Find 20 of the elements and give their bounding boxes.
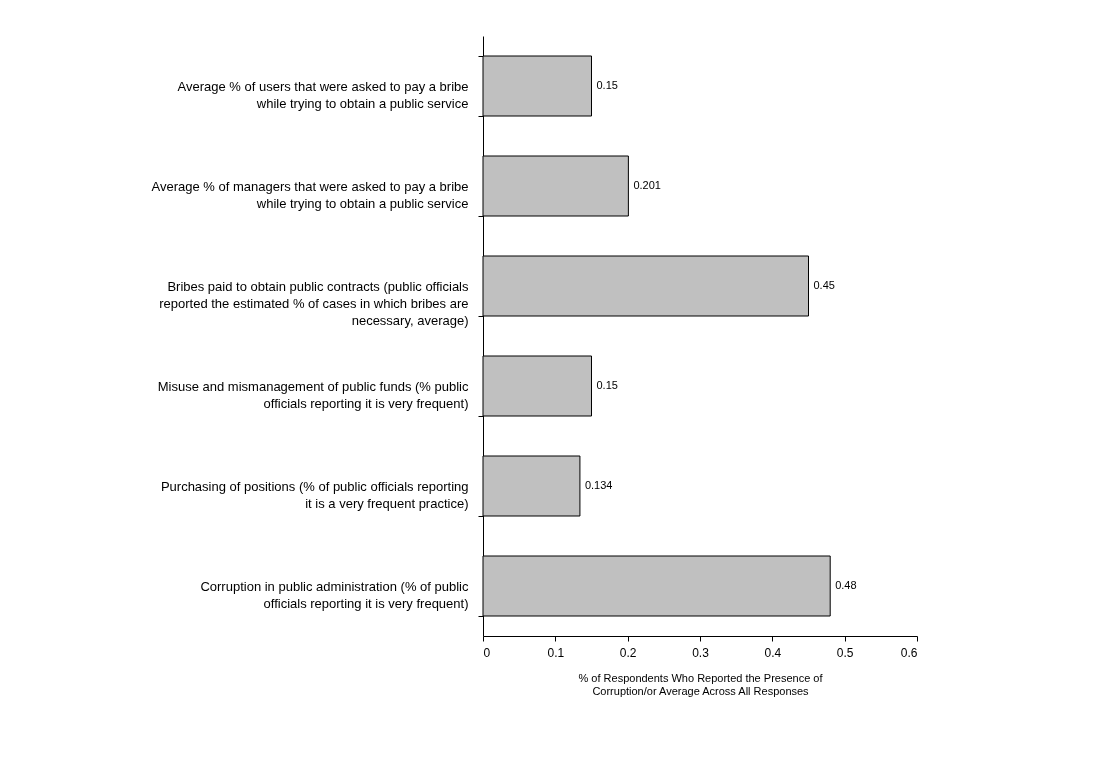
x-tick-label: 0 xyxy=(483,645,491,660)
x-tick-label: 0.1 xyxy=(547,645,565,660)
y-tick-label: Corruption in public administration (% of public officials reporting it is very frequent) xyxy=(200,578,469,611)
y-tick-label: Average % of managers that were asked to pay a bribe while trying to obtain a public service xyxy=(151,178,469,211)
data-label: 0.45 xyxy=(813,279,835,291)
y-tick-label: Purchasing of positions (% of public officials reporting it is a very frequent practice) xyxy=(160,478,469,511)
x-tick-label: 0.3 xyxy=(692,645,710,660)
y-tick-label: Bribes paid to obtain public contracts (public officials reported the estimated % of cases in which bribes are necessary, average) xyxy=(159,278,469,328)
x-tick-label: 0.6 xyxy=(900,645,918,660)
data-label: 0.15 xyxy=(596,79,618,91)
x-tick-label: 0.2 xyxy=(619,645,637,660)
y-tick-label: Misuse and mismanagement of public funds (% public officials reporting it is very frequent) xyxy=(157,378,469,411)
x-axis-title: % of Respondents Who Reported the Presence of Corruption/or Average Across All Responses xyxy=(578,671,824,697)
data-label: 0.134 xyxy=(584,479,613,491)
y-tick-label: Average % of users that were asked to pay a bribe while trying to obtain a public service xyxy=(177,78,469,111)
x-tick-label: 0.4 xyxy=(764,645,782,660)
x-tick-label: 0.5 xyxy=(836,645,854,660)
data-label: 0.48 xyxy=(835,579,857,591)
data-label: 0.15 xyxy=(596,379,618,391)
data-label: 0.201 xyxy=(633,179,661,191)
